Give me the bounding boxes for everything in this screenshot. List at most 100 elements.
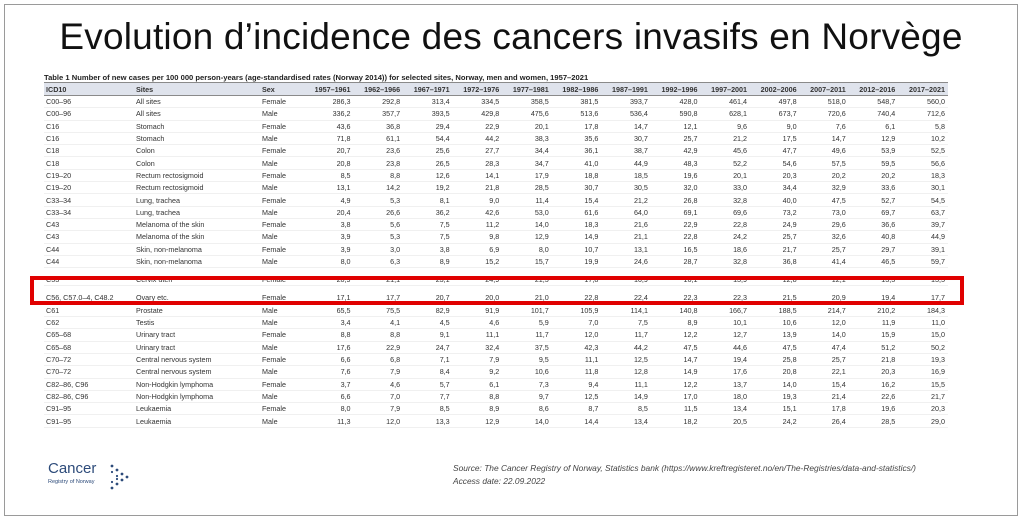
table-cell: 23,8 (353, 156, 404, 170)
table-cell: 11,0 (898, 316, 948, 330)
table-cell: 4,6 (452, 316, 503, 330)
table-cell: C44 (44, 255, 134, 269)
table-cell: 20,7 (304, 144, 354, 158)
table-cell: 5,8 (898, 120, 948, 133)
column-header: 1977–1981 (502, 82, 552, 96)
table-cell: 13,4 (601, 414, 651, 428)
table-cell: 11,2 (452, 218, 503, 232)
table-cell: C70–72 (44, 353, 134, 367)
table-cell: 7,5 (601, 316, 651, 330)
table-cell: 82,9 (403, 304, 453, 318)
table-cell: 14,0 (750, 378, 800, 391)
table-cell: 12,0 (799, 316, 849, 330)
table-cell: 64,0 (601, 206, 651, 219)
table-cell: Leukaemia (134, 402, 260, 416)
table-cell: 4,5 (403, 316, 453, 330)
table-cell: 9,7 (502, 390, 552, 404)
table-cell: 54,5 (898, 193, 948, 207)
table-cell: Skin, non-melanoma (134, 255, 260, 269)
incidence-table: ICD10 Sites Sex 1957–1961 1962–1966 1967–1971… (44, 82, 948, 428)
table-cell: 23,6 (353, 144, 404, 158)
table-cell: 461,4 (700, 95, 751, 109)
table-cell: 40,0 (750, 193, 800, 207)
table-cell: 17,5 (750, 132, 800, 146)
table-cell: 19,3 (898, 353, 948, 367)
table-cell: 25,7 (799, 243, 849, 256)
table-cell: 30,7 (601, 132, 651, 146)
table-cell: 30,7 (551, 181, 602, 195)
column-header: 1987–1991 (601, 82, 651, 96)
table-cell: 41,0 (551, 156, 602, 170)
table-cell: 53,0 (502, 206, 552, 219)
table-cell: 19,6 (848, 402, 899, 416)
table-cell: 6,9 (452, 243, 503, 256)
table-cell: 19,3 (750, 390, 800, 404)
table-cell: 47,7 (750, 144, 800, 158)
table-cell: 42,3 (551, 341, 602, 354)
table-body: C00–96 All sites Female 286,3 292,8 313,4 334,… (44, 95, 948, 428)
column-header: 1982–1986 (551, 82, 602, 96)
table-cell: 20,1 (700, 169, 751, 183)
table-cell: 14,0 (502, 414, 552, 428)
table-cell: 24,9 (750, 218, 800, 232)
table-cell: Female (260, 378, 304, 391)
table-cell: 214,7 (799, 304, 849, 318)
table-cell: 15,7 (502, 255, 552, 269)
table-cell: 357,7 (353, 107, 404, 121)
table-cell: 14,9 (551, 230, 602, 244)
table-cell: 21,2 (601, 193, 651, 207)
table-cell: 56,6 (898, 156, 948, 170)
table-cell: 7,0 (353, 390, 404, 404)
table-cell: 19,2 (403, 181, 453, 195)
table-cell: 44,9 (601, 156, 651, 170)
table-cell: 13,1 (601, 243, 651, 256)
table-cell: Rectum rectosigmoid (134, 181, 260, 195)
table-cell: 14,2 (353, 181, 404, 195)
table-cell: 7,7 (403, 390, 453, 404)
table-cell: 34,7 (502, 156, 552, 170)
table-cell: 3,9 (304, 243, 354, 256)
column-header: ICD10 (44, 82, 134, 96)
table-row: C16 Stomach Male 71,8 61,1 54,4 44,2 38,3 35,6 30… (44, 132, 948, 146)
table-cell: 393,5 (403, 107, 453, 121)
table-cell: Male (260, 107, 304, 121)
table-cell: 17,0 (650, 390, 701, 404)
table-row: C18 Colon Female 20,7 23,6 25,6 27,7 34,4 36,1 38… (44, 144, 948, 158)
logo-chevron-icon (110, 464, 129, 490)
table-cell: 166,7 (700, 304, 751, 318)
table-row: C91–95 Leukaemia Male 11,3 12,0 13,3 12,9 14,0 1… (44, 414, 948, 428)
table-cell: 11,5 (650, 402, 701, 416)
table-cell: 20,3 (848, 365, 899, 379)
table-cell: 9,6 (700, 120, 751, 133)
table-cell: 59,5 (848, 156, 899, 170)
table-cell: C91–95 (44, 402, 134, 416)
table-cell: 313,4 (403, 95, 453, 109)
table-cell: 12,6 (403, 169, 453, 183)
table-row: C43 Melanoma of the skin Male 3,9 5,3 7,5 9,8 1… (44, 230, 948, 244)
table-cell: 12,0 (551, 328, 602, 342)
table-cell: 52,2 (700, 156, 751, 170)
table-cell: 47,5 (650, 341, 701, 354)
column-header: 2007–2011 (799, 82, 849, 96)
table-cell: 292,8 (353, 95, 404, 109)
logo-subtitle: Registry of Norway (48, 479, 95, 485)
table-cell: 15,9 (848, 328, 899, 342)
table-cell: 6,3 (353, 255, 404, 269)
table-cell: 18,3 (898, 169, 948, 183)
table-cell: 720,6 (799, 107, 849, 121)
table-cell: 26,6 (353, 206, 404, 219)
table-cell: 44,9 (898, 230, 948, 244)
table-cell: Male (260, 132, 304, 146)
table-cell: 3,8 (403, 243, 453, 256)
table-row: C44 Skin, non-melanoma Female 3,9 3,0 3,8 6,9 8… (44, 243, 948, 256)
table-cell: C70–72 (44, 365, 134, 379)
table-cell: 28,7 (650, 255, 701, 269)
table-cell: 47,4 (799, 341, 849, 354)
table-cell: 428,0 (650, 95, 701, 109)
table-cell: 28,5 (848, 414, 899, 428)
table-cell: 20,2 (848, 169, 899, 183)
table-cell: C00–96 (44, 107, 134, 121)
table-row: C82–86, C96 Non-Hodgkin lymphoma Female 3,7… (44, 378, 948, 391)
table-cell: 6,1 (848, 120, 899, 133)
logo-word: Cancer (48, 460, 97, 477)
